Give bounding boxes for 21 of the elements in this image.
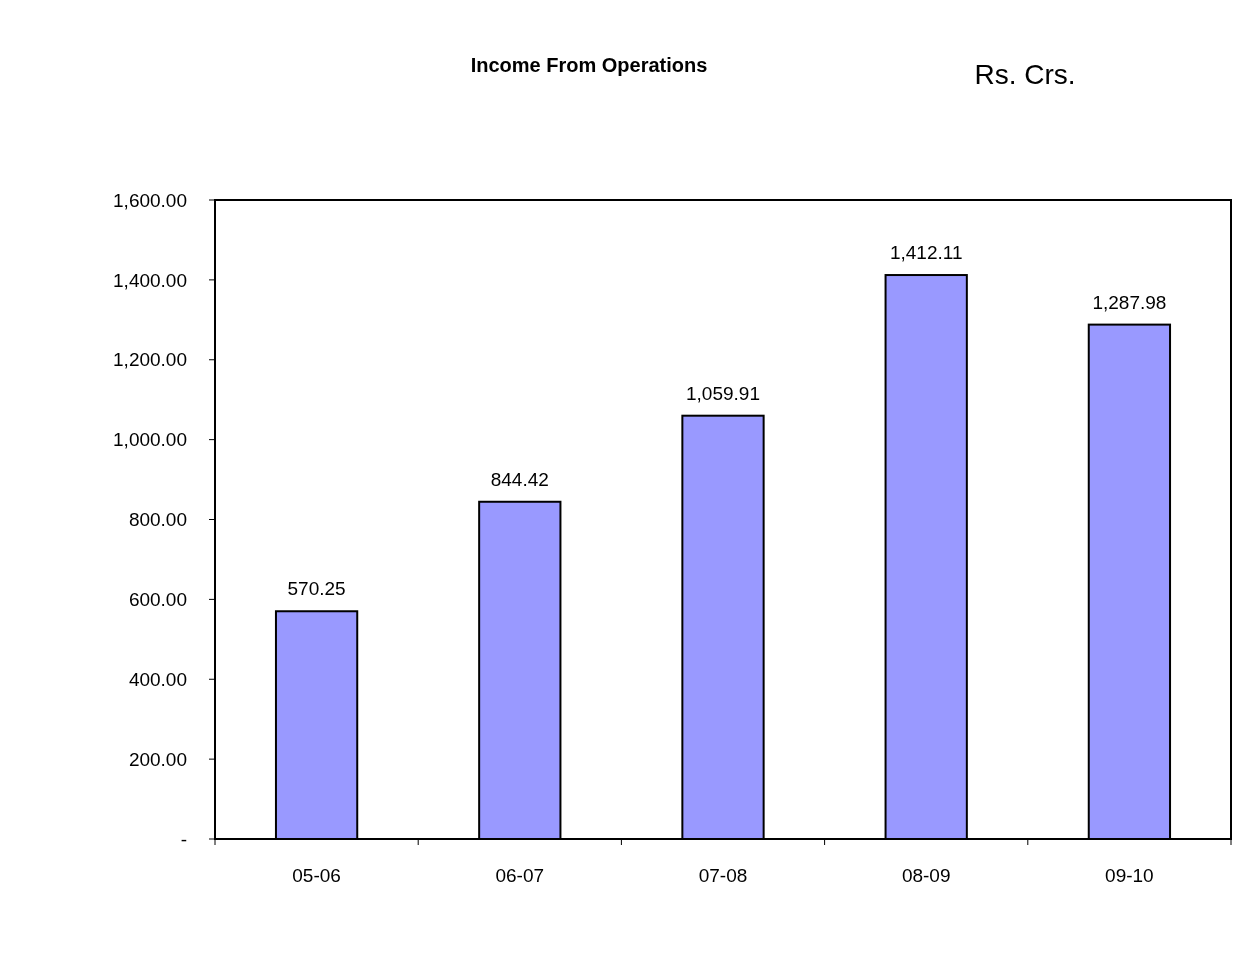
y-tick-label: 600.00 [128, 589, 187, 611]
x-tick-label: 09-10 [1105, 865, 1154, 886]
data-label: 1,287.98 [1092, 291, 1167, 313]
chart-title: Income From Operations [470, 54, 708, 76]
x-tick-label: 06-07 [495, 865, 545, 886]
y-tick-label: 800.00 [128, 509, 187, 531]
x-tick-label: 07-08 [698, 865, 748, 886]
y-tick-label: - [180, 828, 187, 850]
y-tick-label: 1,000.00 [113, 429, 187, 451]
y-tick-label: 200.00 [128, 748, 187, 770]
y-tick-label: 1,600.00 [113, 189, 187, 211]
y-tick-label: 1,400.00 [113, 269, 187, 291]
y-axis-title: Rs. Crs. [974, 59, 1076, 90]
data-label: 1,059.91 [686, 382, 760, 404]
data-label: 570.25 [287, 578, 346, 600]
data-label: 844.42 [490, 468, 549, 490]
y-tick-label: 400.00 [128, 668, 187, 690]
y-tick-label: 1,200.00 [113, 349, 187, 371]
x-tick-label: 08-09 [901, 865, 951, 886]
x-tick-label: 05-06 [292, 865, 341, 886]
data-label: 1,412.11 [889, 242, 963, 264]
